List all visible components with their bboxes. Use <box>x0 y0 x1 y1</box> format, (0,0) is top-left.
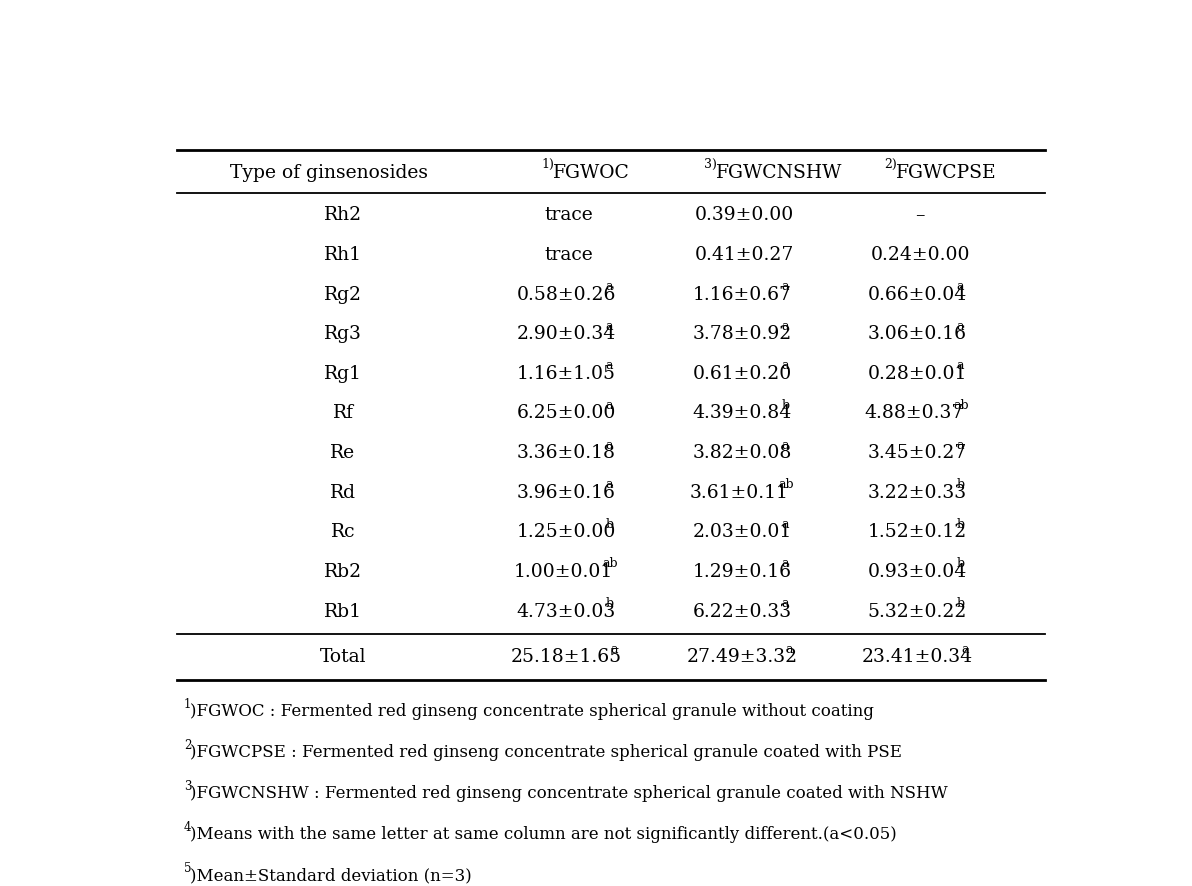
Text: b: b <box>606 596 614 610</box>
Text: 4.88±0.37: 4.88±0.37 <box>865 404 964 422</box>
Text: Re: Re <box>330 444 355 462</box>
Text: Rf: Rf <box>333 404 354 422</box>
Text: 0.61±0.20: 0.61±0.20 <box>693 364 791 383</box>
Text: Rb1: Rb1 <box>324 602 362 620</box>
Text: 23.41±0.34: 23.41±0.34 <box>862 648 973 665</box>
Text: 3.96±0.16: 3.96±0.16 <box>517 483 616 501</box>
Text: 0.24±0.00: 0.24±0.00 <box>870 245 970 264</box>
Text: Rh1: Rh1 <box>324 245 362 264</box>
Text: 6.22±0.33: 6.22±0.33 <box>693 602 791 620</box>
Text: 0.58±0.26: 0.58±0.26 <box>517 285 616 303</box>
Text: 3.36±0.18: 3.36±0.18 <box>517 444 616 462</box>
Text: 3): 3) <box>704 158 718 171</box>
Text: 1.16±0.67: 1.16±0.67 <box>693 285 791 303</box>
Text: )FGWCPSE : Fermented red ginseng concentrate spherical granule coated with PSE: )FGWCPSE : Fermented red ginseng concent… <box>190 743 901 760</box>
Text: a: a <box>786 642 793 655</box>
Text: a: a <box>781 439 789 451</box>
Text: 2): 2) <box>884 158 896 171</box>
Text: 3: 3 <box>184 779 192 792</box>
Text: 25.18±1.65: 25.18±1.65 <box>511 648 622 665</box>
Text: a: a <box>606 359 613 372</box>
Text: Rg2: Rg2 <box>324 285 362 303</box>
Text: a: a <box>957 439 964 451</box>
Text: FGWOC: FGWOC <box>553 163 631 182</box>
Text: )Means with the same letter at same column are not significantly different.(a<0.: )Means with the same letter at same colu… <box>190 825 896 842</box>
Text: )FGWOC : Fermented red ginseng concentrate spherical granule without coating: )FGWOC : Fermented red ginseng concentra… <box>190 703 874 719</box>
Text: Rg1: Rg1 <box>324 364 362 383</box>
Text: Type of ginsenosides: Type of ginsenosides <box>230 163 428 182</box>
Text: a: a <box>961 642 969 655</box>
Text: a: a <box>606 399 613 412</box>
Text: a: a <box>781 359 789 372</box>
Text: a: a <box>957 280 964 293</box>
Text: a: a <box>781 517 789 531</box>
Text: b: b <box>606 517 614 531</box>
Text: 2: 2 <box>184 738 192 751</box>
Text: 27.49±3.32: 27.49±3.32 <box>687 648 797 665</box>
Text: –: – <box>915 206 925 224</box>
Text: Rb2: Rb2 <box>324 563 362 580</box>
Text: b: b <box>781 399 789 412</box>
Text: 2.90±0.34: 2.90±0.34 <box>517 325 616 343</box>
Text: 3.82±0.08: 3.82±0.08 <box>693 444 791 462</box>
Text: a: a <box>606 478 613 491</box>
Text: b: b <box>957 596 964 610</box>
Text: b: b <box>957 478 964 491</box>
Text: a: a <box>781 596 789 610</box>
Text: a: a <box>606 439 613 451</box>
Text: a: a <box>957 320 964 332</box>
Text: a: a <box>781 280 789 293</box>
Text: a: a <box>606 320 613 332</box>
Text: ab: ab <box>954 399 969 412</box>
Text: )Mean±Standard deviation (n=3): )Mean±Standard deviation (n=3) <box>190 866 471 883</box>
Text: Rd: Rd <box>330 483 356 501</box>
Text: 1.25±0.00: 1.25±0.00 <box>517 523 616 540</box>
Text: 0.28±0.01: 0.28±0.01 <box>868 364 967 383</box>
Text: a: a <box>610 642 617 655</box>
Text: 1.00±0.01: 1.00±0.01 <box>514 563 613 580</box>
Text: b: b <box>957 557 964 570</box>
Text: FGWCNSHW: FGWCNSHW <box>715 163 843 182</box>
Text: 3.22±0.33: 3.22±0.33 <box>868 483 967 501</box>
Text: 0.39±0.00: 0.39±0.00 <box>695 206 795 224</box>
Text: trace: trace <box>545 245 594 264</box>
Text: )FGWCNSHW : Fermented red ginseng concentrate spherical granule coated with NSHW: )FGWCNSHW : Fermented red ginseng concen… <box>190 784 948 801</box>
Text: Rh2: Rh2 <box>324 206 362 224</box>
Text: a: a <box>957 359 964 372</box>
Text: 3.45±0.27: 3.45±0.27 <box>868 444 967 462</box>
Text: a: a <box>606 280 613 293</box>
Text: 3.78±0.92: 3.78±0.92 <box>693 325 791 343</box>
Text: 3.61±0.11: 3.61±0.11 <box>690 483 788 501</box>
Text: 3.06±0.16: 3.06±0.16 <box>868 325 967 343</box>
Text: b: b <box>957 517 964 531</box>
Text: Total: Total <box>319 648 366 665</box>
Text: 0.66±0.04: 0.66±0.04 <box>868 285 967 303</box>
Text: ab: ab <box>603 557 619 570</box>
Text: 4.73±0.03: 4.73±0.03 <box>517 602 616 620</box>
Text: 4: 4 <box>184 820 192 833</box>
Text: 2.03±0.01: 2.03±0.01 <box>693 523 791 540</box>
Text: 6.25±0.00: 6.25±0.00 <box>517 404 616 422</box>
Text: 1.52±0.12: 1.52±0.12 <box>868 523 967 540</box>
Text: Rg3: Rg3 <box>324 325 362 343</box>
Text: 1: 1 <box>184 697 192 711</box>
Text: 4.39±0.84: 4.39±0.84 <box>693 404 791 422</box>
Text: 1.16±1.05: 1.16±1.05 <box>517 364 616 383</box>
Text: 5: 5 <box>184 861 192 874</box>
Text: 1): 1) <box>541 158 554 171</box>
Text: 1.29±0.16: 1.29±0.16 <box>693 563 791 580</box>
Text: a: a <box>781 320 789 332</box>
Text: ab: ab <box>778 478 794 491</box>
Text: 0.41±0.27: 0.41±0.27 <box>695 245 795 264</box>
Text: trace: trace <box>545 206 594 224</box>
Text: Rc: Rc <box>330 523 355 540</box>
Text: 0.93±0.04: 0.93±0.04 <box>868 563 967 580</box>
Text: FGWCPSE: FGWCPSE <box>895 163 997 182</box>
Text: 5.32±0.22: 5.32±0.22 <box>868 602 967 620</box>
Text: a: a <box>781 557 789 570</box>
